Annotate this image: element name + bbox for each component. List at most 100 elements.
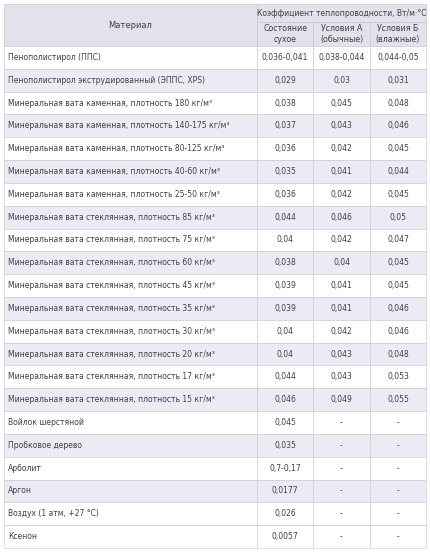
Bar [4, 411, 257, 434]
Bar [4, 480, 257, 502]
Text: -: - [340, 486, 343, 496]
Text: 0,7-0,17: 0,7-0,17 [269, 464, 301, 473]
Bar [370, 297, 426, 320]
Bar [257, 160, 313, 183]
Text: Минеральная вата стеклянная, плотность 60 кг/м³: Минеральная вата стеклянная, плотность 6… [8, 258, 215, 267]
Bar [370, 183, 426, 206]
Bar [313, 480, 370, 502]
Bar [4, 525, 257, 548]
Bar [370, 434, 426, 457]
Bar [4, 183, 257, 206]
Bar [370, 388, 426, 411]
Bar [370, 46, 426, 69]
Text: 0,038: 0,038 [274, 258, 296, 267]
Bar [313, 365, 370, 388]
Text: 0,049: 0,049 [331, 395, 353, 404]
Text: -: - [396, 464, 399, 473]
Bar [370, 365, 426, 388]
Text: Минеральная вата стеклянная, плотность 75 кг/м³: Минеральная вата стеклянная, плотность 7… [8, 236, 215, 245]
Text: 0,048: 0,048 [387, 349, 409, 359]
Bar [370, 69, 426, 92]
Bar [257, 457, 313, 480]
Text: 0,046: 0,046 [387, 121, 409, 130]
Bar [313, 229, 370, 251]
Text: Минеральная вата стеклянная, плотность 30 кг/м³: Минеральная вата стеклянная, плотность 3… [8, 327, 215, 336]
Text: 0,043: 0,043 [331, 349, 353, 359]
Bar [370, 160, 426, 183]
Text: Пробковое дерево: Пробковое дерево [8, 441, 82, 450]
Text: Минеральная вата стеклянная, плотность 85 кг/м³: Минеральная вата стеклянная, плотность 8… [8, 213, 215, 222]
Bar [313, 502, 370, 525]
Bar [370, 502, 426, 525]
Text: 0,04: 0,04 [276, 349, 294, 359]
Bar [313, 434, 370, 457]
Bar [313, 320, 370, 343]
Text: 0,043: 0,043 [331, 373, 353, 381]
Bar [4, 365, 257, 388]
Text: Минеральная вата стеклянная, плотность 17 кг/м³: Минеральная вата стеклянная, плотность 1… [8, 373, 215, 381]
Bar [370, 320, 426, 343]
Text: 0,041: 0,041 [331, 281, 352, 290]
Bar [257, 343, 313, 365]
Text: 0,041: 0,041 [331, 304, 352, 313]
Bar [370, 274, 426, 297]
Text: 0,043: 0,043 [331, 121, 353, 130]
Bar [257, 411, 313, 434]
Bar [370, 206, 426, 229]
Bar [313, 525, 370, 548]
Text: 0,038-0,044: 0,038-0,044 [318, 53, 365, 62]
Bar [370, 251, 426, 274]
Text: Минеральная вата стеклянная, плотность 45 кг/м³: Минеральная вата стеклянная, плотность 4… [8, 281, 215, 290]
Bar [370, 343, 426, 365]
Text: Минеральная вата каменная, плотность 25-50 кг/м³: Минеральная вата каменная, плотность 25-… [8, 190, 220, 199]
Text: Пенополистирол (ППС): Пенополистирол (ППС) [8, 53, 101, 62]
Bar [370, 525, 426, 548]
Bar [313, 274, 370, 297]
Text: Войлок шерстяной: Войлок шерстяной [8, 418, 84, 427]
Text: -: - [396, 486, 399, 496]
Text: 0,045: 0,045 [387, 258, 409, 267]
Bar [257, 183, 313, 206]
Bar [4, 229, 257, 251]
Text: 0,036: 0,036 [274, 190, 296, 199]
Text: 0,042: 0,042 [331, 144, 352, 153]
Bar [370, 92, 426, 114]
Bar [370, 114, 426, 137]
Text: 0,044: 0,044 [274, 373, 296, 381]
Text: Минеральная вата каменная, плотность 40-60 кг/м³: Минеральная вата каменная, плотность 40-… [8, 167, 220, 176]
Text: -: - [340, 441, 343, 450]
Bar [370, 411, 426, 434]
Bar [313, 114, 370, 137]
Bar [257, 22, 313, 46]
Bar [313, 160, 370, 183]
Bar [313, 137, 370, 160]
Text: 0,0177: 0,0177 [272, 486, 298, 496]
Bar [257, 274, 313, 297]
Bar [257, 320, 313, 343]
Bar [257, 388, 313, 411]
Bar [257, 297, 313, 320]
Text: -: - [340, 418, 343, 427]
Text: 0,046: 0,046 [387, 304, 409, 313]
Bar [313, 388, 370, 411]
Text: 0,038: 0,038 [274, 99, 296, 108]
Bar [4, 457, 257, 480]
Bar [4, 343, 257, 365]
Bar [257, 4, 426, 22]
Text: 0,042: 0,042 [331, 327, 352, 336]
Bar [370, 137, 426, 160]
Bar [257, 92, 313, 114]
Bar [257, 114, 313, 137]
Bar [257, 69, 313, 92]
Bar [4, 320, 257, 343]
Text: 0,045: 0,045 [331, 99, 353, 108]
Text: -: - [396, 532, 399, 541]
Bar [4, 92, 257, 114]
Bar [370, 457, 426, 480]
Text: -: - [396, 441, 399, 450]
Text: Условия А
(обычные): Условия А (обычные) [320, 24, 363, 44]
Bar [4, 137, 257, 160]
Text: Пенополистирол экструдированный (ЭППС, XPS): Пенополистирол экструдированный (ЭППС, X… [8, 76, 205, 84]
Text: 0,026: 0,026 [274, 509, 296, 518]
Text: 0,042: 0,042 [331, 236, 352, 245]
